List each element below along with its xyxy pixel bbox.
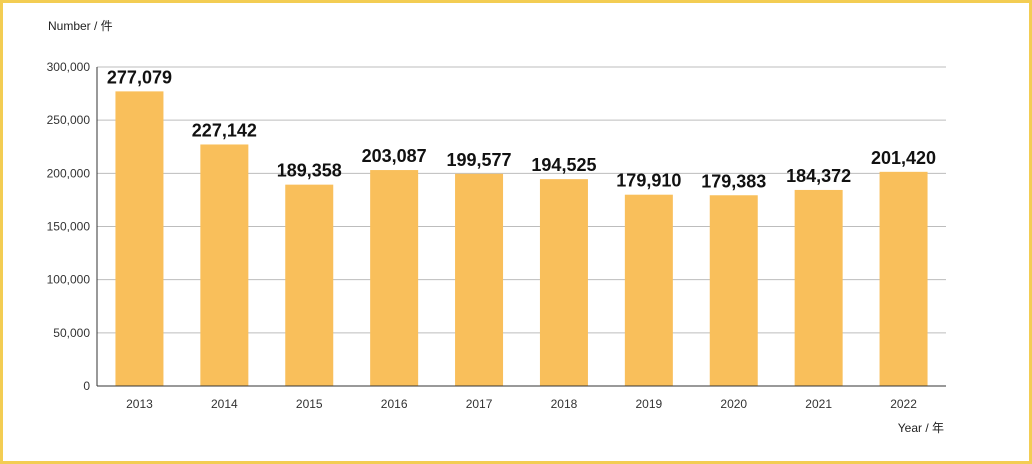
x-tick-label-2018: 2018: [551, 397, 578, 411]
y-tick-labels: 0 50,000 100,000 150,000 200,000 250,000 300,0…: [47, 60, 91, 393]
bar-2015: [285, 184, 334, 386]
x-tick-label-2019: 2019: [635, 397, 662, 411]
bar-2016: [370, 170, 419, 386]
y-axis-title: Number / 件: [48, 19, 113, 33]
data-label-2017: 199,577: [447, 150, 512, 170]
y-tick-label: 150,000: [47, 220, 91, 234]
y-tick-label: 250,000: [47, 113, 91, 127]
data-labels: 277,079 227,142 189,358 203,087 199,577 194,5…: [107, 67, 936, 191]
y-tick-label: 50,000: [53, 326, 90, 340]
y-tick-label: 200,000: [47, 166, 91, 180]
x-axis-title: Year / 年: [898, 421, 944, 435]
data-label-2016: 203,087: [362, 146, 427, 166]
data-label-2021: 184,372: [786, 166, 851, 186]
x-tick-label-2017: 2017: [466, 397, 493, 411]
data-label-2018: 194,525: [531, 155, 596, 175]
data-label-2020: 179,383: [701, 171, 766, 191]
x-tick-label-2020: 2020: [720, 397, 747, 411]
bar-2013: [115, 91, 164, 386]
x-tick-label-2022: 2022: [890, 397, 917, 411]
bar-2021: [794, 189, 843, 386]
data-label-2014: 227,142: [192, 120, 257, 140]
data-label-2015: 189,358: [277, 161, 342, 181]
y-tick-label: 0: [83, 379, 90, 393]
data-label-2022: 201,420: [871, 148, 936, 168]
y-tick-label: 100,000: [47, 273, 91, 287]
bar-2020: [709, 195, 758, 386]
data-label-2019: 179,910: [616, 171, 681, 191]
x-tick-labels: 2013 2014 2015 2016 2017 2018 2019 2020 2021 2022: [126, 397, 917, 411]
bar-2017: [455, 173, 504, 386]
x-tick-label-2021: 2021: [805, 397, 832, 411]
x-tick-label-2016: 2016: [381, 397, 408, 411]
bar-2018: [539, 179, 588, 386]
bar-2014: [200, 144, 249, 386]
x-tick-label-2013: 2013: [126, 397, 153, 411]
x-tick-label-2014: 2014: [211, 397, 238, 411]
bar-2022: [879, 171, 928, 386]
bars: [115, 91, 928, 386]
x-tick-label-2015: 2015: [296, 397, 323, 411]
y-tick-label: 300,000: [47, 60, 91, 74]
data-label-2013: 277,079: [107, 67, 172, 87]
bar-2019: [624, 194, 673, 386]
